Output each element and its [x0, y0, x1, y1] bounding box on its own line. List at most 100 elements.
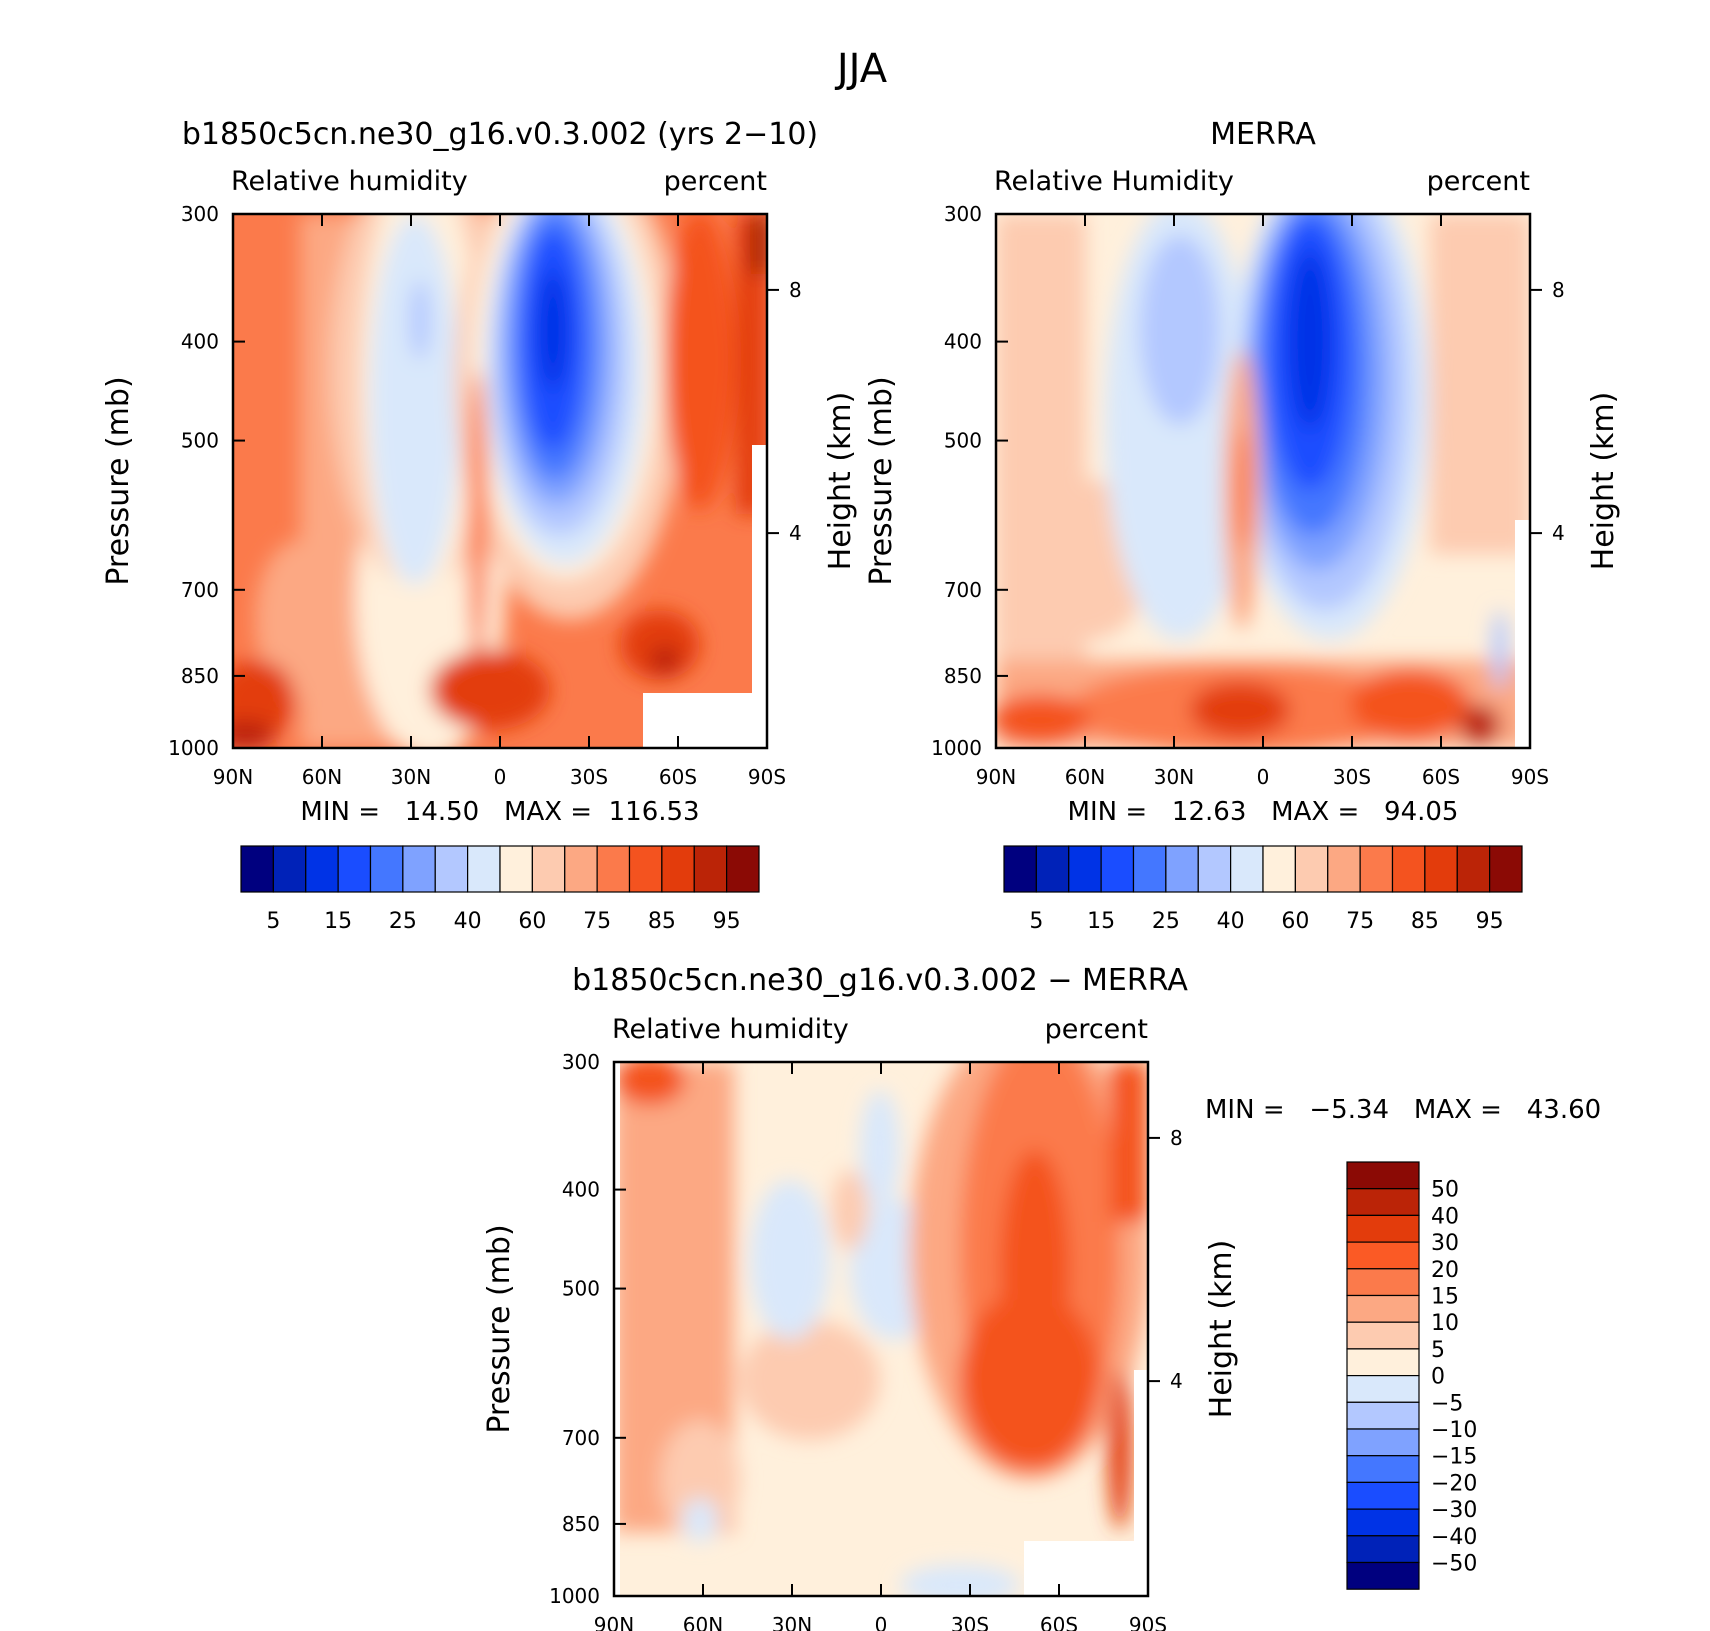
colorbar-swatch [1346, 1401, 1420, 1430]
panel-difference: b1850c5cn.ne30_g16.v0.3.002 − MERRA Rela… [482, 963, 1601, 1631]
colorbar-label: 95 [713, 909, 741, 934]
panel-model-colorbar: 5 15 25 40 60 75 85 95 [240, 845, 760, 934]
colorbar-swatch [1100, 845, 1135, 893]
colorbar-label: 25 [389, 909, 417, 934]
y-tick-label: 1000 [549, 1584, 600, 1608]
colorbar-swatch [1294, 845, 1329, 893]
colorbar-label: 15 [324, 909, 352, 934]
colorbar-swatch [1424, 845, 1458, 893]
colorbar-swatch [1346, 1374, 1420, 1403]
panel-difference-minmax: MIN = −5.34 MAX = 43.60 [1205, 1095, 1601, 1125]
colorbar-label: −50 [1431, 1552, 1477, 1577]
x-tick-label: 30N [772, 1613, 812, 1631]
y-tick-label: 850 [944, 664, 982, 688]
x-tick-label: 90N [594, 1613, 634, 1631]
x-tick-label: 90S [1511, 765, 1549, 789]
y-tick-label: 1000 [931, 736, 982, 760]
x-tick-label: 30N [1154, 765, 1194, 789]
y-tick-label: 500 [181, 429, 219, 453]
panel-merra-colorbar: 5 15 25 40 60 75 85 95 [1003, 845, 1523, 934]
figure-title: JJA [834, 46, 888, 92]
y-tick-label: 300 [181, 202, 219, 226]
panel-difference-field [614, 1062, 1148, 1596]
colorbar-label: 25 [1152, 909, 1180, 934]
height-tick-label: 4 [1552, 521, 1565, 545]
colorbar-label: 5 [1029, 909, 1043, 934]
y-tick-label: 1000 [168, 736, 219, 760]
y-tick-label: 500 [944, 429, 982, 453]
colorbar-swatch [628, 845, 663, 893]
colorbar-swatch [1346, 1321, 1420, 1350]
colorbar-swatch [1327, 845, 1361, 893]
colorbar-swatch [1346, 1294, 1420, 1323]
colorbar-swatch [1346, 1455, 1420, 1483]
colorbar-swatch [369, 845, 404, 893]
panel-difference-title: b1850c5cn.ne30_g16.v0.3.002 − MERRA [572, 963, 1188, 998]
panel-merra: MERRA Relative Humidity percent [864, 117, 1621, 934]
panel-merra-field [996, 214, 1530, 748]
colorbar-swatch [1346, 1214, 1420, 1243]
y-tick-label: 300 [944, 202, 982, 226]
colorbar-label: 5 [1431, 1338, 1445, 1363]
colorbar-swatch [1197, 845, 1232, 893]
colorbar-label: −20 [1431, 1471, 1477, 1496]
colorbar-label: −15 [1431, 1445, 1477, 1470]
colorbar-swatch [1359, 845, 1394, 893]
x-tick-label: 60N [683, 1613, 723, 1631]
colorbar-swatch [240, 845, 274, 893]
colorbar-swatch [1391, 845, 1426, 893]
x-tick-label: 0 [494, 765, 507, 789]
colorbar-label: 40 [454, 909, 482, 934]
height-tick-label: 8 [1170, 1126, 1183, 1150]
panel-model-variable-label: Relative humidity [231, 166, 468, 197]
colorbar-label: −30 [1431, 1498, 1477, 1523]
colorbar-swatch [272, 845, 307, 893]
x-tick-label: 60N [1065, 765, 1105, 789]
panel-model-field [233, 214, 767, 748]
colorbar-swatch [726, 845, 760, 893]
colorbar-swatch [434, 845, 469, 893]
colorbar-swatch [661, 845, 695, 893]
height-tick-label: 4 [789, 521, 802, 545]
x-tick-label: 90N [976, 765, 1016, 789]
x-tick-label: 30S [951, 1613, 989, 1631]
colorbar-swatch [1346, 1508, 1420, 1537]
colorbar-swatch [1035, 845, 1070, 893]
y-axis-label: Pressure (mb) [101, 376, 136, 585]
x-tick-label: 60S [1422, 765, 1460, 789]
height-axis-label: Height (km) [1204, 1240, 1239, 1419]
colorbar-label: 75 [583, 909, 611, 934]
colorbar-label: 40 [1217, 909, 1245, 934]
colorbar-swatch [305, 845, 339, 893]
height-axis-label: Height (km) [1586, 392, 1621, 571]
colorbar-label: 20 [1431, 1258, 1459, 1283]
colorbar-swatch [1346, 1481, 1420, 1510]
colorbar-swatch [1346, 1268, 1420, 1297]
x-tick-label: 0 [1257, 765, 1270, 789]
panel-merra-title: MERRA [1210, 117, 1316, 152]
colorbar-swatch [337, 845, 372, 893]
y-tick-label: 700 [944, 578, 982, 602]
colorbar-swatch [1003, 845, 1037, 893]
y-tick-label: 400 [944, 330, 982, 354]
x-tick-label: 0 [875, 1613, 888, 1631]
colorbar-swatch [1346, 1188, 1420, 1216]
panel-merra-axes: 90N 60N 30N 0 30S 60S 90S 300 400 500 700 850 1000 8 4… [864, 202, 1621, 789]
panel-model: b1850c5cn.ne30_g16.v0.3.002 (yrs 2−10) R… [101, 117, 858, 934]
colorbar-swatch [1262, 845, 1296, 893]
panel-model-minmax: MIN = 14.50 MAX = 116.53 [300, 797, 699, 827]
panel-model-title: b1850c5cn.ne30_g16.v0.3.002 (yrs 2−10) [182, 117, 818, 152]
panel-difference-variable-label: Relative humidity [612, 1014, 849, 1045]
colorbar-swatch [531, 845, 566, 893]
colorbar-swatch [1489, 845, 1523, 893]
colorbar-label: 15 [1087, 909, 1115, 934]
panel-model-units-label: percent [664, 166, 767, 197]
colorbar-swatch [1230, 845, 1264, 893]
colorbar-swatch [1456, 845, 1491, 893]
colorbar-swatch [1346, 1241, 1420, 1270]
colorbar-swatch [1346, 1428, 1420, 1457]
x-tick-label: 30S [1333, 765, 1371, 789]
x-tick-label: 60S [1040, 1613, 1078, 1631]
panel-merra-variable-label: Relative Humidity [994, 166, 1234, 197]
